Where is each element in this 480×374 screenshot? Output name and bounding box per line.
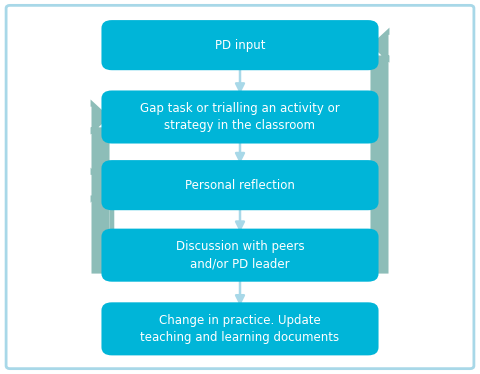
Text: Personal reflection: Personal reflection (185, 179, 295, 191)
FancyBboxPatch shape (101, 302, 379, 355)
Text: Gap task or trialling an activity or
strategy in the classroom: Gap task or trialling an activity or str… (140, 102, 340, 132)
Polygon shape (91, 99, 112, 274)
FancyBboxPatch shape (6, 5, 474, 369)
FancyBboxPatch shape (101, 91, 379, 144)
Text: Change in practice. Update
teaching and learning documents: Change in practice. Update teaching and … (141, 314, 339, 344)
FancyBboxPatch shape (101, 229, 379, 282)
FancyBboxPatch shape (101, 20, 379, 70)
FancyBboxPatch shape (101, 160, 379, 210)
Polygon shape (91, 168, 114, 274)
Polygon shape (368, 28, 389, 274)
Text: PD input: PD input (215, 39, 265, 52)
Text: Discussion with peers
and/or PD leader: Discussion with peers and/or PD leader (176, 240, 304, 270)
